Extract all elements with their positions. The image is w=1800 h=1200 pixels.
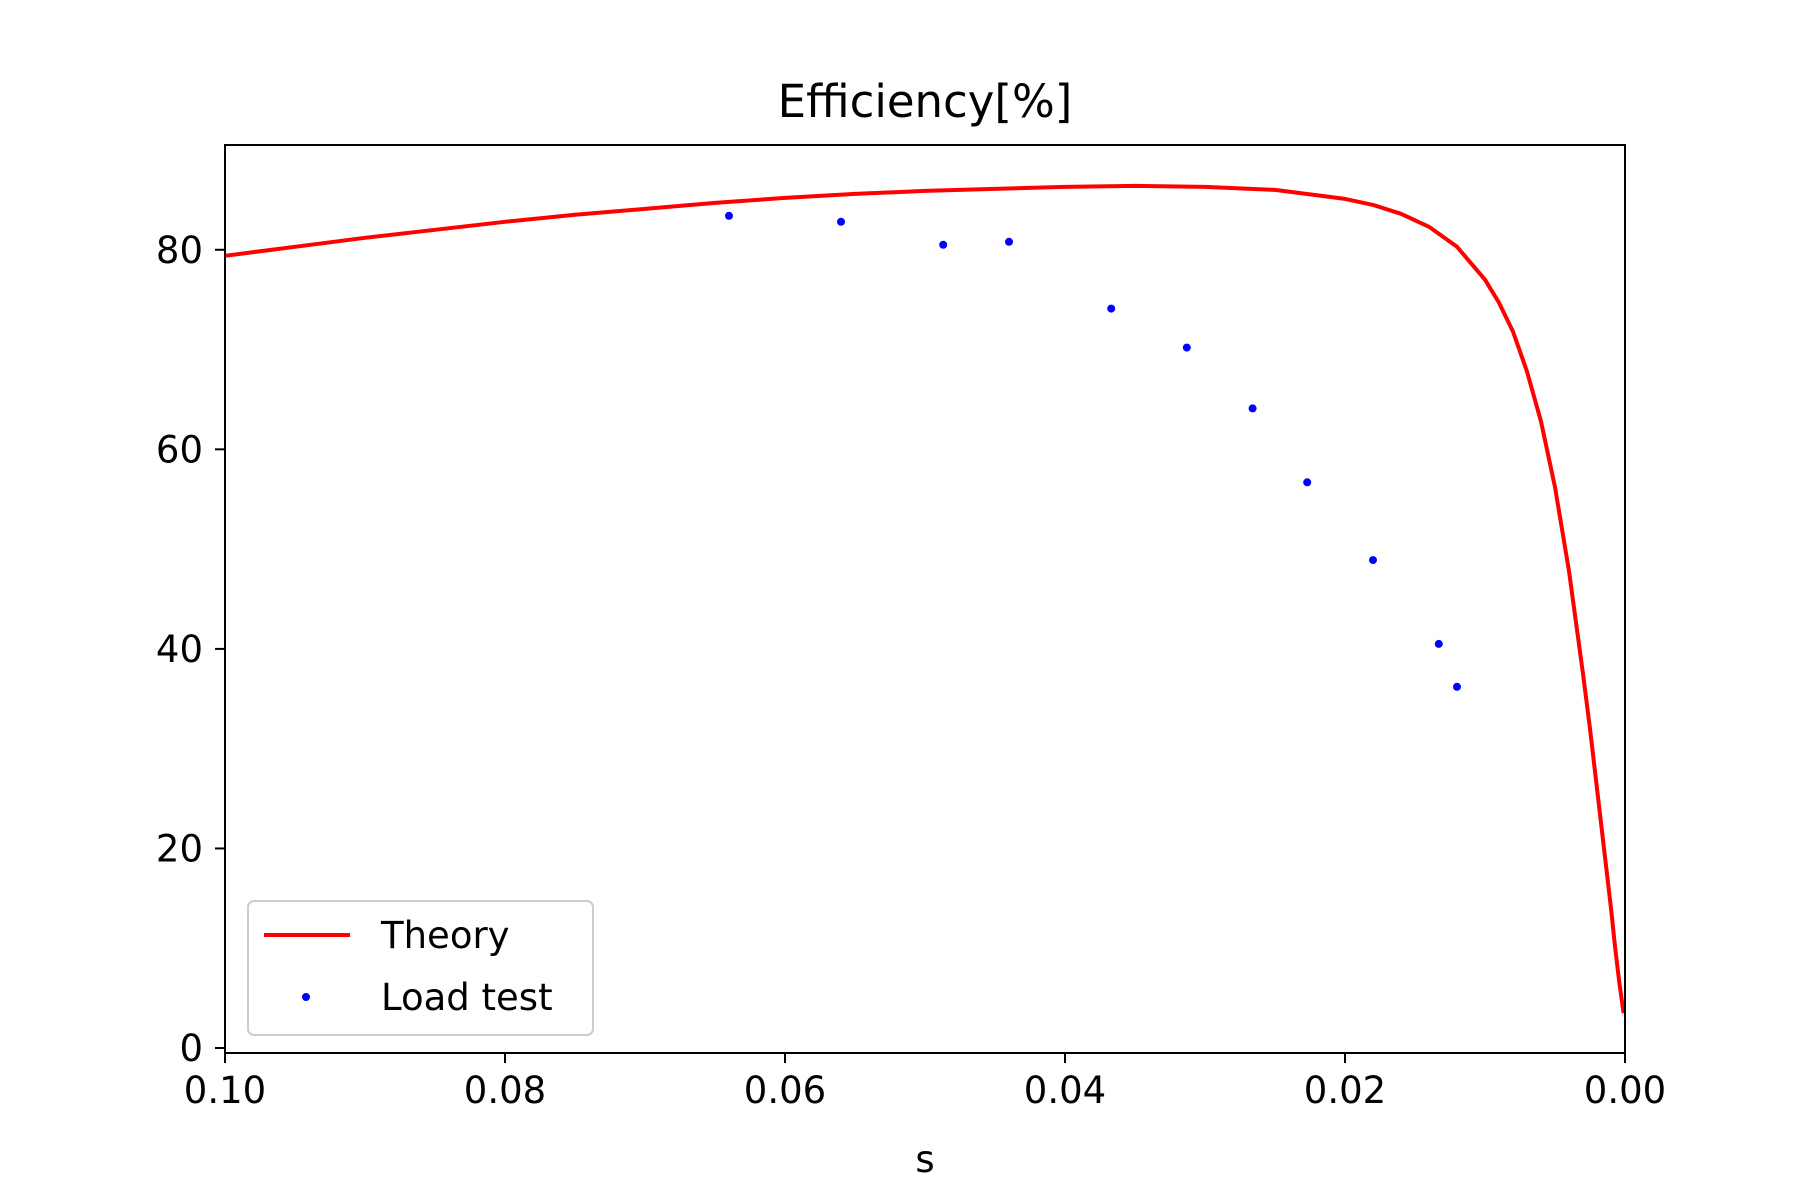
x-tick-label: 0.04 (1024, 1069, 1106, 1112)
data-point-load-test (1248, 404, 1257, 413)
legend-swatch-load-test (302, 993, 310, 1001)
series-line-theory (224, 183, 1626, 1014)
x-axis: 0.10 0.08 0.06 0.04 0.02 0.00 (184, 1053, 1666, 1112)
legend: Theory Load test (247, 900, 594, 1036)
x-tick-label: 0.02 (1304, 1069, 1386, 1112)
x-tick-label: 0.06 (744, 1069, 826, 1112)
x-axis-label: s (915, 1138, 934, 1181)
y-tick-label: 0 (179, 1027, 203, 1070)
plot-area (224, 144, 1626, 1054)
data-point-load-test (1107, 304, 1116, 313)
chart-title: Efficiency[%] (778, 75, 1073, 128)
data-point-load-test (1303, 478, 1312, 487)
data-point-load-test (725, 211, 733, 220)
x-tick-label: 0.10 (184, 1069, 266, 1112)
y-tick-label: 80 (156, 229, 203, 272)
x-tick-label: 0.08 (464, 1069, 546, 1112)
data-point-load-test (1453, 682, 1461, 691)
x-tick-label: 0.00 (1584, 1069, 1666, 1112)
legend-label-load-test: Load test (381, 976, 553, 1019)
y-tick-label: 40 (156, 628, 203, 671)
data-point-load-test (939, 240, 948, 249)
y-axis: 0 20 40 60 80 (156, 229, 225, 1070)
data-point-load-test (1005, 237, 1013, 246)
data-point-load-test (1434, 639, 1443, 648)
data-point-load-test (837, 217, 845, 226)
y-tick-label: 60 (156, 428, 203, 471)
plot-frame (224, 144, 1626, 1054)
legend-label-theory: Theory (380, 914, 510, 957)
y-tick-label: 20 (156, 827, 203, 870)
data-point-load-test (1369, 556, 1377, 565)
data-point-load-test (1182, 343, 1191, 352)
